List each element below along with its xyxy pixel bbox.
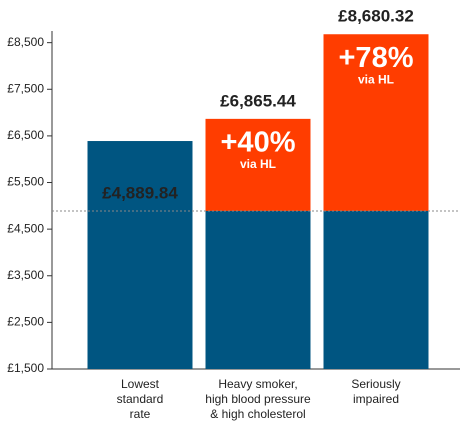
percent-annotation: +78% <box>339 42 414 74</box>
y-tick-label: £3,500 <box>7 268 44 282</box>
percent-annotation: +40% <box>221 127 296 159</box>
x-tick-line: Lowest <box>121 377 160 391</box>
total-label: £6,865.44 <box>220 91 296 110</box>
x-tick-line: & high cholesterol <box>210 407 305 421</box>
bar-segment <box>205 118 311 211</box>
y-tick-label: £6,500 <box>7 128 44 142</box>
x-tick-label: Lowest standard rate <box>117 377 164 421</box>
x-tick-line: standard <box>117 392 164 406</box>
x-tick-label: Heavy smoker, high blood pressure & high c… <box>205 377 311 421</box>
x-tick-label: Seriously impaired <box>351 377 400 406</box>
total-label: £4,889.84 <box>102 183 178 202</box>
y-tick-label: £5,500 <box>7 175 44 189</box>
annotation-subtext: via HL <box>358 72 394 86</box>
y-tick-label: £4,500 <box>7 221 44 235</box>
y-tick-label: £2,500 <box>7 315 44 329</box>
bar-segment <box>87 141 193 369</box>
x-tick-line: impaired <box>353 392 399 406</box>
x-tick-line: Seriously <box>351 377 400 391</box>
y-tick-label: £8,500 <box>7 35 44 49</box>
x-tick-line: rate <box>130 407 151 421</box>
bar-segment <box>323 34 429 211</box>
y-tick-label: £1,500 <box>7 361 44 375</box>
y-tick-label: £7,500 <box>7 81 44 95</box>
annotation-subtext: via HL <box>240 157 276 171</box>
total-label: £8,680.32 <box>338 7 414 26</box>
x-tick-line: Heavy smoker, <box>218 377 297 391</box>
x-tick-line: high blood pressure <box>205 392 311 406</box>
